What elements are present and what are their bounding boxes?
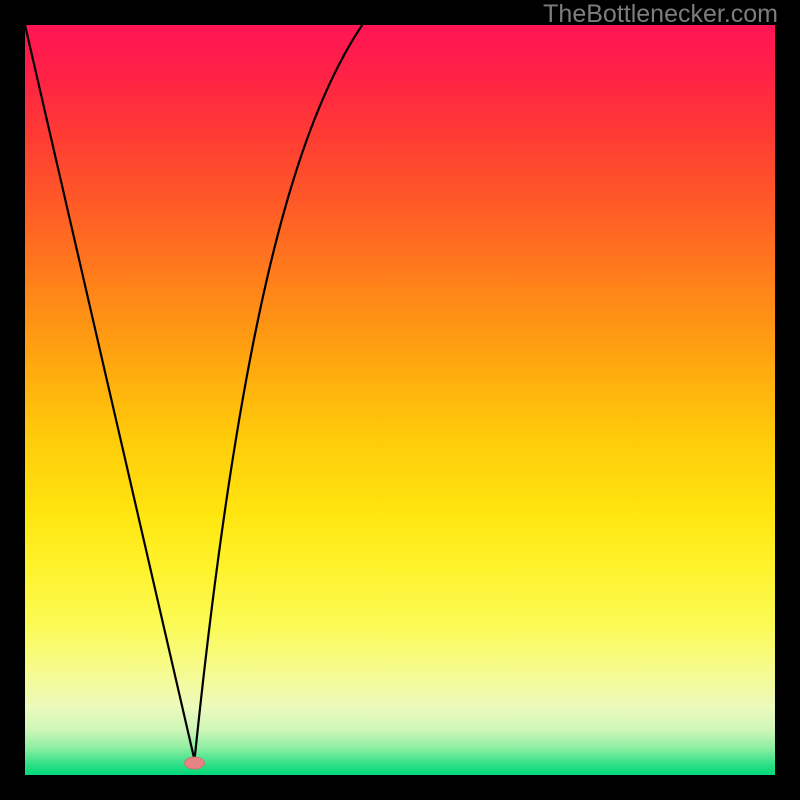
bottleneck-curve <box>25 20 775 760</box>
minimum-marker <box>185 757 205 769</box>
chart-root: TheBottlenecker.com <box>0 0 800 800</box>
bottleneck-curve-layer <box>0 0 800 800</box>
watermark-text: TheBottlenecker.com <box>543 0 778 29</box>
